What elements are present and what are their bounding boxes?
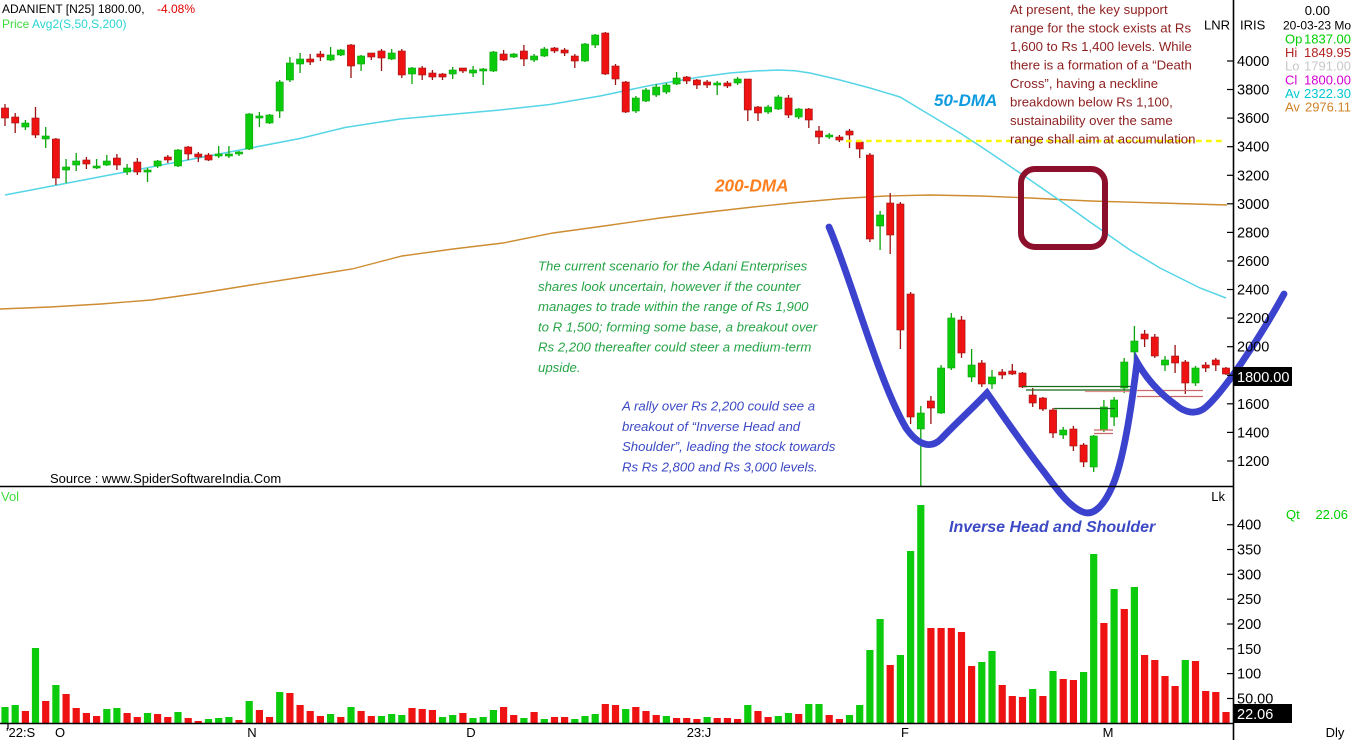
- svg-text:1849.95: 1849.95: [1304, 45, 1351, 60]
- svg-text:23:J: 23:J: [687, 725, 712, 740]
- svg-text:Cl: Cl: [1285, 72, 1297, 87]
- svg-text:1,600 to Rs 1,400 levels. Whil: 1,600 to Rs 1,400 levels. While: [1010, 39, 1192, 54]
- svg-text:0.00: 0.00: [1305, 3, 1330, 18]
- svg-text:Dly: Dly: [1326, 725, 1345, 740]
- svg-text:A rally over Rs 2,200 could se: A rally over Rs 2,200 could see a: [621, 399, 815, 414]
- svg-text:Price Avg2(S,50,S,200): Price Avg2(S,50,S,200): [2, 17, 127, 31]
- svg-text:Source : www.SpiderSoftwareInd: Source : www.SpiderSoftwareIndia.Com: [50, 471, 281, 486]
- svg-text:range shall aim at accumulatio: range shall aim at accumulation: [1010, 131, 1195, 146]
- svg-text:O: O: [55, 725, 65, 740]
- svg-text:3600: 3600: [1237, 111, 1269, 127]
- svg-text:Lk: Lk: [1211, 489, 1225, 504]
- svg-text:Av: Av: [1285, 100, 1300, 115]
- svg-text:1400: 1400: [1237, 425, 1269, 441]
- svg-text:350: 350: [1237, 543, 1261, 559]
- svg-text:'22:S: '22:S: [6, 725, 36, 740]
- svg-text:2322.30: 2322.30: [1304, 86, 1351, 101]
- svg-text:upside.: upside.: [538, 360, 581, 375]
- svg-text:100: 100: [1237, 667, 1261, 683]
- svg-text:50-DMA: 50-DMA: [934, 91, 997, 110]
- svg-text:Av: Av: [1285, 86, 1300, 101]
- svg-text:250: 250: [1237, 592, 1261, 608]
- svg-text:sustainability over the same: sustainability over the same: [1010, 113, 1173, 128]
- svg-text:breakdown below Rs 1,100,: breakdown below Rs 1,100,: [1010, 94, 1173, 109]
- svg-text:Rs Rs 2,800 and Rs 3,000 level: Rs Rs 2,800 and Rs 3,000 levels.: [622, 459, 818, 474]
- svg-text:2800: 2800: [1237, 225, 1269, 241]
- svg-text:breakout of “Inverse Head and: breakout of “Inverse Head and: [622, 419, 801, 434]
- svg-text:shares look uncertain, however: shares look uncertain, however if the co…: [538, 279, 801, 294]
- svg-text:there is a formation of a “Dea: there is a formation of a “Death: [1010, 57, 1192, 72]
- svg-text:4000: 4000: [1237, 54, 1269, 70]
- svg-text:2200: 2200: [1237, 311, 1269, 327]
- svg-text:Qt: Qt: [1286, 507, 1300, 522]
- svg-text:3800: 3800: [1237, 83, 1269, 99]
- svg-text:2976.11: 2976.11: [1305, 100, 1351, 115]
- svg-text:1600: 1600: [1237, 397, 1269, 413]
- svg-text:200-DMA: 200-DMA: [714, 176, 789, 196]
- svg-text:1791.00: 1791.00: [1304, 59, 1351, 74]
- svg-text:1800.00: 1800.00: [1237, 370, 1289, 386]
- svg-text:Lo: Lo: [1285, 59, 1299, 74]
- svg-text:IRIS: IRIS: [1240, 18, 1266, 33]
- svg-text:manages to trade within the ra: manages to trade within the range of Rs …: [538, 299, 809, 314]
- svg-text:The current scenario for the A: The current scenario for the Adani Enter…: [538, 259, 808, 274]
- svg-text:3400: 3400: [1237, 140, 1269, 156]
- svg-text:1800.00: 1800.00: [1304, 72, 1351, 87]
- svg-text:1200: 1200: [1237, 454, 1269, 470]
- svg-text:LNR: LNR: [1204, 18, 1230, 33]
- svg-text:2400: 2400: [1237, 283, 1269, 299]
- svg-text:2600: 2600: [1237, 254, 1269, 270]
- svg-text:Op: Op: [1285, 32, 1302, 47]
- svg-text:200: 200: [1237, 617, 1261, 633]
- svg-text:Inverse Head and Shoulder: Inverse Head and Shoulder: [949, 519, 1156, 536]
- svg-text:At present, the key support: At present, the key support: [1010, 2, 1168, 17]
- svg-text:300: 300: [1237, 567, 1261, 583]
- svg-text:D: D: [466, 725, 475, 740]
- svg-text:Vol: Vol: [1, 489, 19, 504]
- svg-text:F: F: [901, 725, 909, 740]
- svg-text:400: 400: [1237, 518, 1261, 534]
- svg-text:Cross”, having a neckline: Cross”, having a neckline: [1010, 76, 1158, 91]
- svg-text:3200: 3200: [1237, 168, 1269, 184]
- svg-text:Hi: Hi: [1285, 45, 1297, 60]
- svg-text:3000: 3000: [1237, 197, 1269, 213]
- svg-text:ADANIENT [N25] 1800.00,-4.08%: ADANIENT [N25] 1800.00, -4.08%: [2, 2, 195, 16]
- svg-text:to R 1,500; forming some base,: to R 1,500; forming some base, a breakou…: [538, 319, 818, 334]
- svg-text:2000: 2000: [1237, 340, 1269, 356]
- svg-text:22.06: 22.06: [1315, 507, 1348, 522]
- svg-text:N: N: [247, 725, 256, 740]
- svg-text:1837.00: 1837.00: [1304, 32, 1351, 47]
- svg-text:Shoulder”, leading the stock t: Shoulder”, leading the stock towards: [622, 439, 836, 454]
- svg-text:M: M: [1103, 725, 1114, 740]
- svg-text:20-03-23 Mo: 20-03-23 Mo: [1283, 19, 1351, 33]
- svg-text:22.06: 22.06: [1237, 707, 1273, 723]
- svg-text:150: 150: [1237, 642, 1261, 658]
- svg-text:Rs 2,200 thereafter could stee: Rs 2,200 thereafter could steer a medium…: [538, 340, 811, 355]
- svg-text:50.00: 50.00: [1237, 692, 1273, 708]
- svg-text:range for the stock exists at: range for the stock exists at Rs: [1010, 20, 1191, 35]
